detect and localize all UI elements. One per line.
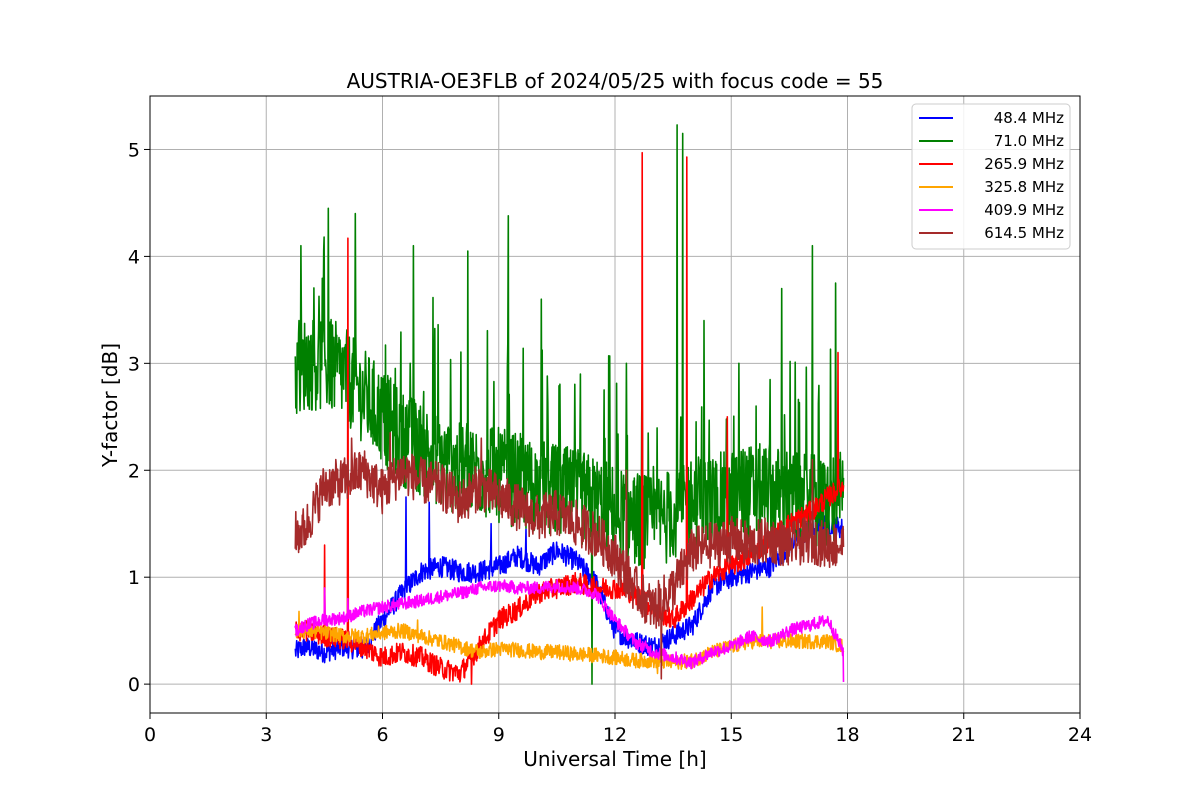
legend-label-0: 48.4 MHz	[994, 109, 1064, 127]
legend-label-3: 325.8 MHz	[984, 178, 1064, 196]
legend-label-1: 71.0 MHz	[994, 132, 1064, 150]
series-line-0	[294, 496, 845, 664]
legend: 48.4 MHz 71.0 MHz 265.9 MHz 325.8 MHz 409.9…	[911, 103, 1071, 250]
legend-label-2: 265.9 MHz	[984, 155, 1064, 173]
y-tick-label: 1	[128, 567, 140, 589]
x-axis-label: Universal Time [h]	[523, 747, 706, 771]
x-tick-label: 12	[603, 724, 627, 746]
x-tick-label: 3	[260, 724, 272, 746]
x-tick-label: 6	[376, 724, 388, 746]
y-axis-label: Y-factor [dB]	[98, 343, 122, 468]
chart-title: AUSTRIA-OE3FLB of 2024/05/25 with focus …	[347, 69, 884, 93]
series-line-1	[294, 124, 845, 685]
x-tick-label: 15	[719, 724, 743, 746]
x-tick-label: 18	[835, 724, 859, 746]
y-tick-label: 4	[128, 246, 140, 268]
legend-label-5: 614.5 MHz	[984, 224, 1064, 242]
y-tick-label: 2	[128, 460, 140, 482]
x-tick-label: 0	[144, 724, 156, 746]
y-tick-label: 3	[128, 353, 140, 375]
x-tick-label: 24	[1068, 724, 1092, 746]
x-tick-label: 21	[952, 724, 976, 746]
legend-label-4: 409.9 MHz	[984, 201, 1064, 219]
series-layer	[294, 124, 845, 685]
series-line-3	[294, 606, 845, 675]
series-line-4	[294, 579, 845, 683]
x-tick-label: 9	[493, 724, 505, 746]
series-line-5	[294, 432, 845, 680]
y-tick-label: 5	[128, 139, 140, 161]
y-tick-label: 0	[128, 674, 140, 696]
